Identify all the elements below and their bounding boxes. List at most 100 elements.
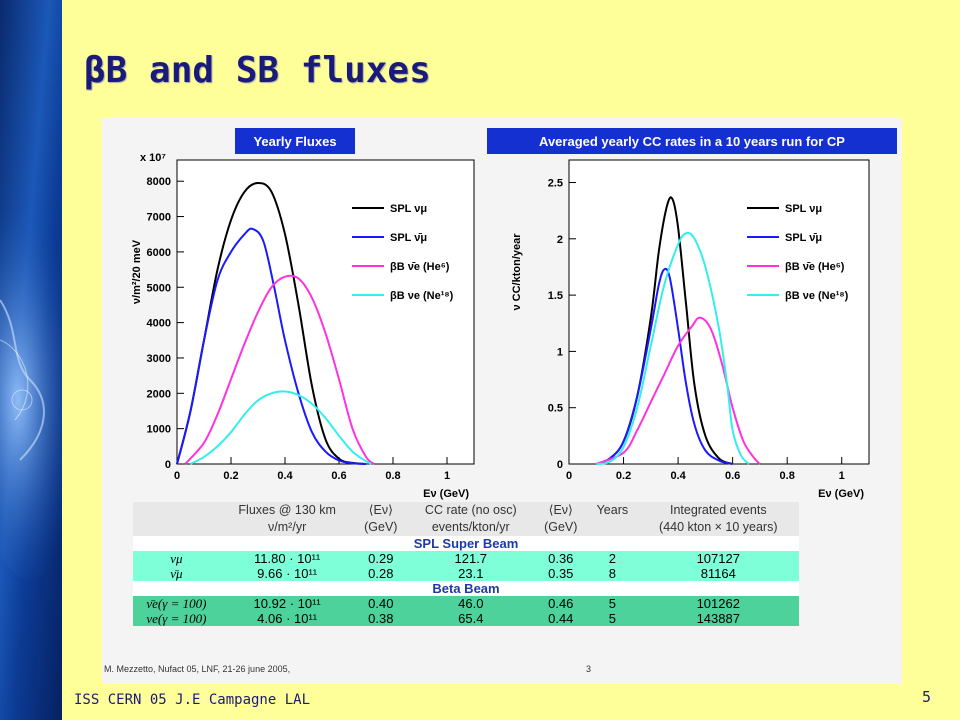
table-header-row-2-cell: (GeV) (354, 519, 408, 536)
chart-0-ytick-label: 6000 (147, 247, 171, 259)
table-row-cell: 107127 (637, 551, 799, 566)
chart-0-xtick-label: 0.8 (385, 470, 400, 482)
table-header-row-2-cell: ν/m²/yr (219, 519, 355, 536)
chart-1-ytick-label: 1 (557, 346, 563, 358)
table-row-cell: 9.66 · 10¹¹ (219, 566, 355, 581)
chart-0-ytick-label: 7000 (147, 212, 171, 224)
chart-1-ytick-label: 1.5 (548, 290, 563, 302)
table-row-cell: 10.92 · 10¹¹ (219, 596, 355, 611)
table-header-row-1-cell: ⟨Eν⟩ (354, 502, 408, 519)
chart-1-title: Averaged yearly CC rates in a 10 years r… (539, 134, 845, 149)
chart-0-xtick-label: 0.6 (331, 470, 346, 482)
table-section-beta-beam: Beta Beam (133, 581, 799, 596)
table-row: νe(γ = 100) 4.06 · 10¹¹ 0.38 65.4 0.44 5 14388… (133, 611, 799, 626)
table-row-cell: 2 (587, 551, 638, 566)
table-row-cell: 0.38 (354, 611, 408, 626)
chart-1-ytick-label: 2 (557, 234, 563, 246)
footer-author: ISS CERN 05 J.E Campagne LAL (74, 692, 311, 708)
chart-0-y-multiplier: x 10⁷ (140, 152, 166, 164)
table-row-cell: 101262 (637, 596, 799, 611)
page-number: 5 (922, 688, 932, 706)
chart-0-series-3-line (190, 390, 372, 465)
chart-0-title-box (235, 128, 355, 154)
table-row-cell: 4.06 · 10¹¹ (219, 611, 355, 626)
footnote: M. Mezzetto, Nufact 05, LNF, 21-26 june … (104, 664, 291, 674)
table-header-row-2-cell: (GeV) (534, 519, 588, 536)
chart-1-title-box (487, 128, 897, 154)
chart-0-legend-3-label: βB νe (Ne¹⁸) (390, 290, 454, 302)
table-row-cell: ν̄μ (133, 566, 220, 581)
chart-0-ylabel: ν/m²/20 meV (131, 239, 143, 304)
chart-0-ytick-label: 3000 (147, 353, 171, 365)
chart-0-series-1-line (176, 227, 367, 465)
footnote-page: 3 (586, 664, 592, 674)
table-row-cell: 11.80 · 10¹¹ (219, 551, 355, 566)
slide-title: βB and SB fluxes (84, 50, 431, 91)
table-header-row-2: ν/m²/yr (GeV) events/kton/yr (GeV) (440 kton… (133, 519, 799, 536)
table-row-cell: 23.1 (407, 566, 535, 581)
table-row-cell: 0.44 (534, 611, 588, 626)
table-row-cell: 65.4 (407, 611, 535, 626)
table-header-row-2-cell (133, 519, 220, 536)
table-row-cell: 0.28 (354, 566, 408, 581)
table-header-row-1-cell: Integrated events (637, 502, 799, 519)
chart-1-xtick-label: 1 (839, 470, 845, 482)
chart-0-ytick-label: 1000 (147, 424, 171, 436)
chart-0-title: Yearly Fluxes (253, 134, 336, 149)
chart-0-xtick-label: 0 (174, 470, 180, 482)
chart-0-ytick-label: 0 (165, 459, 171, 471)
table-header-row-1: Fluxes @ 130 km ⟨Eν⟩ CC rate (no osc) ⟨Eν⟩ Y… (133, 502, 799, 519)
chart-1-plot-area (568, 159, 870, 465)
chart-0-legend-2-label: βB ν̄e (He⁶) (390, 261, 450, 273)
chart-1-xtick-label: 0 (566, 470, 572, 482)
chart-0-ytick-label: 8000 (147, 176, 171, 188)
chart-1-ytick-label: 0.5 (548, 403, 563, 415)
table-row-cell: 0.35 (534, 566, 588, 581)
table-row-cell: ν̄e(γ = 100) (133, 596, 220, 611)
chart-1-legend-3-label: βB νe (Ne¹⁸) (785, 290, 849, 302)
table-row-cell: 0.36 (534, 551, 588, 566)
chart-0-xtick-label: 0.2 (223, 470, 238, 482)
chart-1-xtick-label: 0.2 (616, 470, 631, 482)
chart-0-ytick-label: 4000 (147, 318, 171, 330)
chart-0-ytick-label: 5000 (147, 282, 171, 294)
table-row-cell: νe(γ = 100) (133, 611, 220, 626)
chart-1-legend-1-label: SPL ν̄μ (785, 232, 822, 244)
chart-0-xlabel: Eν (GeV) (423, 488, 469, 500)
table-row-cell: 0.29 (354, 551, 408, 566)
table-header-row-2-cell: (440 kton × 10 years) (637, 519, 799, 536)
table-row-cell: 0.46 (534, 596, 588, 611)
chart-0-legend-1-label: SPL ν̄μ (390, 232, 427, 244)
chart-1-xlabel: Eν (GeV) (818, 488, 864, 500)
flux-table-body: Fluxes @ 130 km ⟨Eν⟩ CC rate (no osc) ⟨Eν⟩ Y… (133, 502, 799, 626)
table-header-row-1-cell: CC rate (no osc) (407, 502, 535, 519)
table-section-super-beam: SPL Super Beam (133, 536, 799, 551)
decorative-sidebar (0, 0, 62, 720)
chart-0-xtick-label: 0.4 (277, 470, 293, 482)
table-section-beta-beam-label: Beta Beam (133, 581, 799, 596)
flux-table: Fluxes @ 130 km ⟨Eν⟩ CC rate (no osc) ⟨Eν⟩ Y… (133, 502, 799, 626)
table-header-row-1-cell: ⟨Eν⟩ (534, 502, 588, 519)
chart-1-xtick-label: 0.8 (780, 470, 795, 482)
chart-1-series-1-line (595, 267, 733, 465)
chart-0-ytick-label: 2000 (147, 388, 171, 400)
table-row-cell: 0.40 (354, 596, 408, 611)
table-row-cell: 5 (587, 611, 638, 626)
table-header-row-1-cell: Years (587, 502, 638, 519)
chart-1-legend-2-label: βB ν̄e (He⁶) (785, 261, 845, 273)
table-header-row-2-cell (587, 519, 638, 536)
chart-1-ytick-label: 2.5 (548, 178, 563, 190)
table-header-row-2-cell: events/kton/yr (407, 519, 535, 536)
table-row-cell: 8 (587, 566, 638, 581)
table-row-cell: 46.0 (407, 596, 535, 611)
chart-1-xtick-label: 0.4 (670, 470, 686, 482)
table-section-super-beam-label: SPL Super Beam (133, 536, 799, 551)
table-row: ν̄μ 9.66 · 10¹¹ 0.28 23.1 0.35 8 81164 (133, 566, 799, 581)
chart-1-series-3-line (596, 231, 750, 465)
table-row-cell: 5 (587, 596, 638, 611)
chart-1-ylabel: ν CC/kton/year (511, 233, 523, 311)
chart-0-xtick-label: 1 (444, 470, 450, 482)
table-header-row-1-cell: Fluxes @ 130 km (219, 502, 355, 519)
table-row-cell: 121.7 (407, 551, 535, 566)
table-row-cell: 143887 (637, 611, 799, 626)
